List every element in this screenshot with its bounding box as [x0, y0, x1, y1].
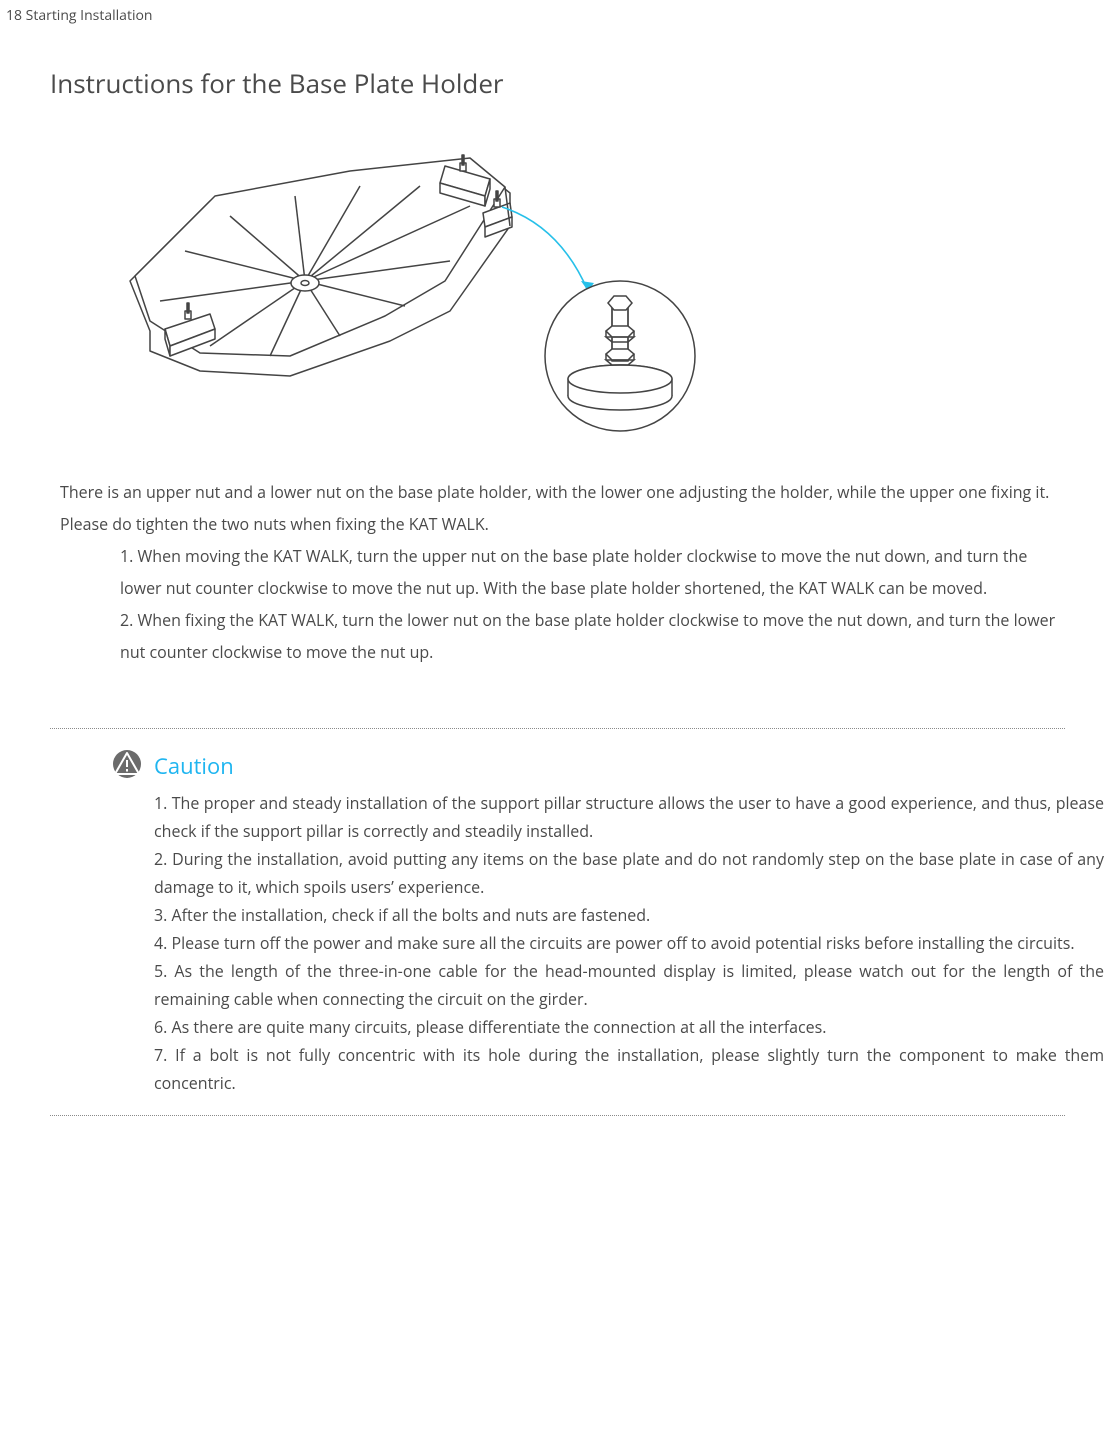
diagram	[50, 101, 1065, 456]
step-1: 1. When moving the KAT WALK, turn the up…	[120, 540, 1065, 604]
page: 18 Starting Installation Instructions fo…	[0, 0, 1115, 1156]
caution-item: 2. During the installation, avoid puttin…	[154, 845, 1104, 901]
section-title: Instructions for the Base Plate Holder	[50, 65, 1065, 101]
base-plate-diagram	[90, 131, 730, 441]
caution-item: 3. After the installation, check if all …	[154, 901, 1104, 929]
step-2: 2. When fixing the KAT WALK, turn the lo…	[120, 604, 1065, 668]
section: Instructions for the Base Plate Holder	[0, 25, 1115, 668]
caution-item: 7. If a bolt is not fully concentric wit…	[154, 1041, 1104, 1097]
divider-bottom	[50, 1115, 1065, 1116]
caution-block: Caution 1. The proper and steady install…	[0, 729, 1115, 1097]
warning-icon	[112, 749, 142, 779]
caution-item: 6. As there are quite many circuits, ple…	[154, 1013, 1104, 1041]
caution-item: 1. The proper and steady installation of…	[154, 789, 1104, 845]
intro-text: There is an upper nut and a lower nut on…	[50, 456, 1065, 540]
caution-item: 4. Please turn off the power and make su…	[154, 929, 1104, 957]
caution-heading: Caution	[154, 751, 1115, 781]
page-header: 18 Starting Installation	[0, 0, 1115, 25]
caution-list: 1. The proper and steady installation of…	[112, 789, 1104, 1097]
steps: 1. When moving the KAT WALK, turn the up…	[50, 540, 1065, 668]
caution-item: 5. As the length of the three-in-one cab…	[154, 957, 1104, 1013]
